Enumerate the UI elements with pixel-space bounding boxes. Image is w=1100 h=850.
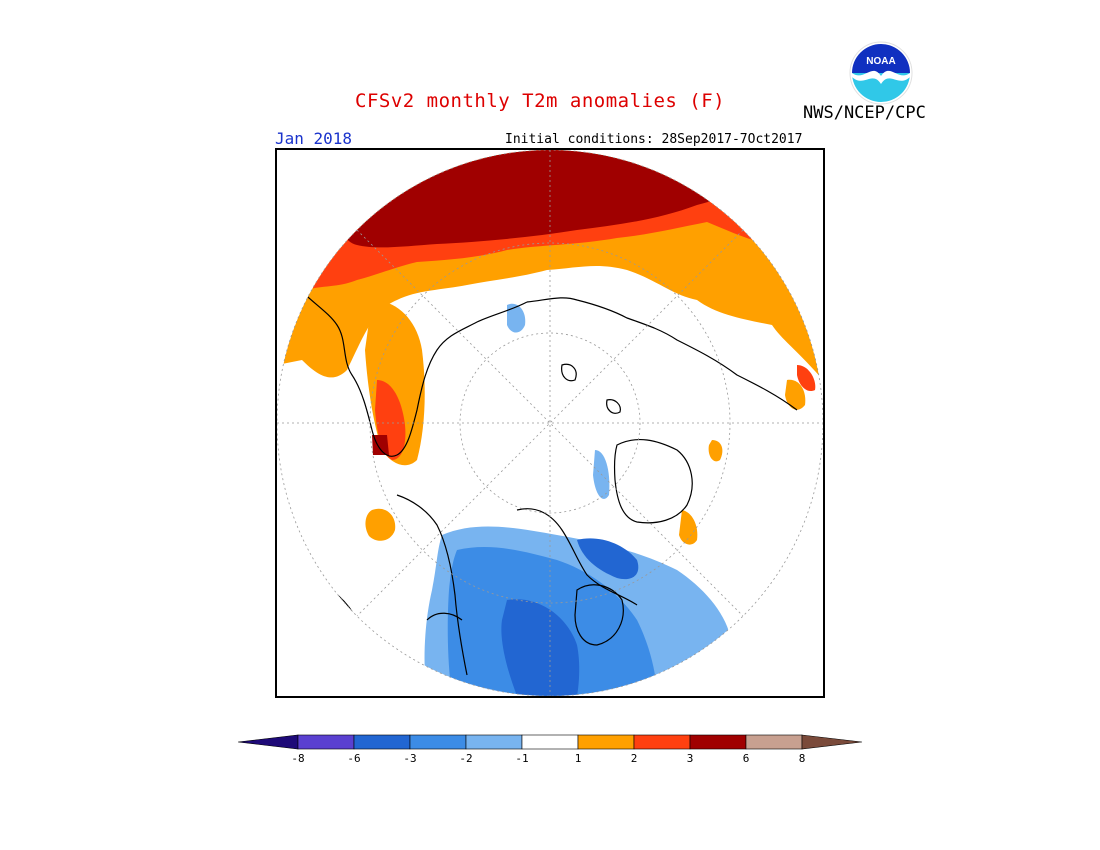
colorbar-cell bbox=[409, 734, 467, 750]
colorbar-cell bbox=[465, 734, 523, 750]
forecast-month: Jan 2018 bbox=[275, 129, 353, 148]
colorbar-tick-label: 8 bbox=[799, 752, 806, 765]
colorbar-cell bbox=[297, 734, 355, 750]
colorbar-tick-label: 3 bbox=[687, 752, 694, 765]
colorbar-tick-label: -6 bbox=[347, 752, 360, 765]
colorbar-tick-label: -2 bbox=[459, 752, 472, 765]
colorbar-tick-label: -3 bbox=[403, 752, 416, 765]
colorbar-cell bbox=[745, 734, 803, 750]
map-frame bbox=[275, 148, 825, 698]
colorbar-tick-label: -1 bbox=[515, 752, 528, 765]
cold-strong-region bbox=[501, 599, 580, 696]
colorbar-tick-label: 2 bbox=[631, 752, 638, 765]
polar-map bbox=[277, 150, 823, 696]
colorbar-cell bbox=[521, 734, 579, 750]
colorbar-cell bbox=[353, 734, 411, 750]
colorbar-high-arrow bbox=[801, 734, 863, 750]
colorbar-tick-label: 6 bbox=[743, 752, 750, 765]
colorbar-tick-label: -8 bbox=[291, 752, 304, 765]
agency-label: NWS/NCEP/CPC bbox=[803, 103, 926, 123]
initial-conditions: Initial conditions: 28Sep2017-7Oct2017 bbox=[505, 132, 803, 147]
map-title: CFSv2 monthly T2m anomalies (F) bbox=[355, 90, 726, 112]
noaa-logo: NOAA bbox=[849, 41, 913, 105]
colorbar-low-arrow bbox=[238, 734, 299, 750]
colorbar-tick-label: 1 bbox=[575, 752, 582, 765]
colorbar-cell bbox=[689, 734, 747, 750]
colorbar: -8 -6 -3 -2 -1 1 2 3 6 8 bbox=[238, 734, 863, 765]
colorbar-cell bbox=[633, 734, 691, 750]
logo-text: NOAA bbox=[866, 56, 895, 67]
colorbar-cell bbox=[577, 734, 635, 750]
